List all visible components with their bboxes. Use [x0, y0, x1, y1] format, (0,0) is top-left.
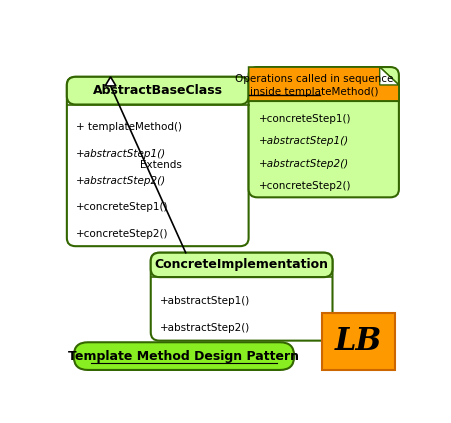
- Text: +concreteStep2(): +concreteStep2(): [76, 229, 168, 239]
- Text: inside templateMethod(): inside templateMethod(): [250, 87, 378, 97]
- Text: +abstractStep1(): +abstractStep1(): [76, 149, 166, 159]
- Text: +abstractStep1(): +abstractStep1(): [259, 137, 349, 146]
- Text: Extends: Extends: [140, 160, 182, 170]
- Text: LB: LB: [335, 326, 382, 357]
- Text: +abstractStep1(): +abstractStep1(): [160, 296, 250, 305]
- Text: +concreteStep1(): +concreteStep1(): [259, 114, 352, 124]
- Text: Template Method Design Pattern: Template Method Design Pattern: [69, 350, 299, 363]
- Text: +concreteStep2(): +concreteStep2(): [259, 181, 352, 191]
- Text: Operations called in sequence: Operations called in sequence: [235, 74, 393, 84]
- Text: + templateMethod(): + templateMethod(): [76, 122, 182, 132]
- Polygon shape: [105, 77, 116, 86]
- FancyBboxPatch shape: [322, 313, 396, 370]
- FancyBboxPatch shape: [151, 253, 332, 341]
- Text: +abstractStep2(): +abstractStep2(): [259, 159, 349, 169]
- FancyBboxPatch shape: [249, 67, 399, 197]
- FancyBboxPatch shape: [151, 253, 332, 277]
- Text: +abstractStep2(): +abstractStep2(): [160, 323, 250, 333]
- Polygon shape: [249, 67, 399, 101]
- Text: +concreteStep1(): +concreteStep1(): [76, 203, 168, 212]
- FancyBboxPatch shape: [74, 342, 294, 370]
- Text: AbstractBaseClass: AbstractBaseClass: [93, 84, 223, 97]
- Text: +abstractStep2(): +abstractStep2(): [76, 176, 166, 186]
- FancyBboxPatch shape: [67, 77, 249, 104]
- Polygon shape: [380, 67, 399, 85]
- FancyBboxPatch shape: [67, 77, 249, 246]
- Text: ConcreteImplementation: ConcreteImplementation: [155, 258, 329, 272]
